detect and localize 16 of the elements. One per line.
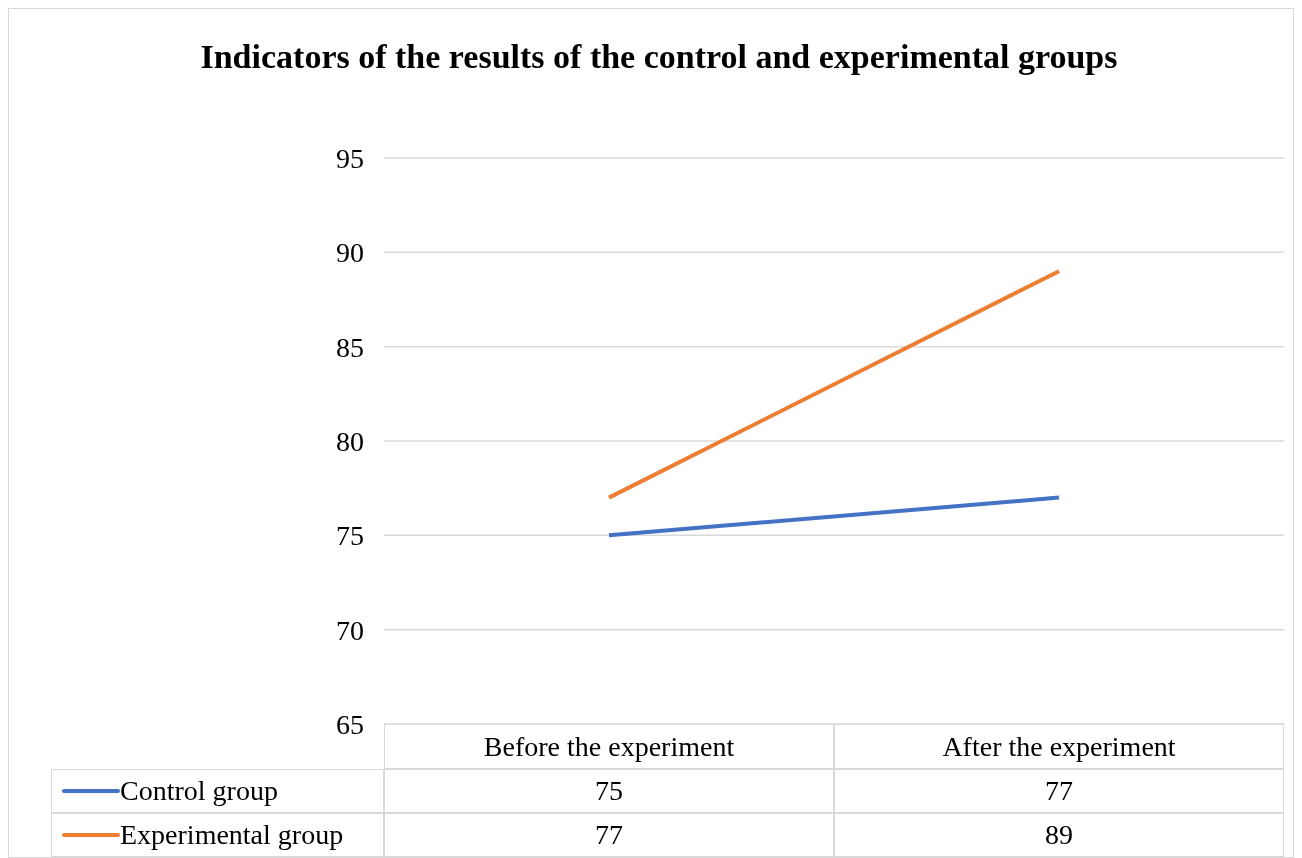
y-tick-label: 95 <box>336 142 364 174</box>
x-tick-label: Before the experiment <box>384 724 834 769</box>
data-label: 77 <box>834 769 1284 813</box>
y-tick-label: 80 <box>336 425 364 457</box>
chart-title: Indicators of the results of the control and experimental groups <box>199 37 1119 77</box>
y-tick-label: 70 <box>336 614 364 646</box>
x-tick-label: After the experiment <box>834 724 1284 769</box>
legend-label: Control group <box>120 774 278 808</box>
y-tick-label: 65 <box>336 708 364 740</box>
legend-label: Experimental group <box>120 818 344 852</box>
y-tick-label: 75 <box>336 520 364 552</box>
data-label: 89 <box>834 813 1284 857</box>
data-label: 75 <box>384 769 834 813</box>
data-label: 77 <box>384 813 834 857</box>
y-tick-label: 85 <box>336 331 364 363</box>
y-tick-label: 90 <box>336 237 364 269</box>
